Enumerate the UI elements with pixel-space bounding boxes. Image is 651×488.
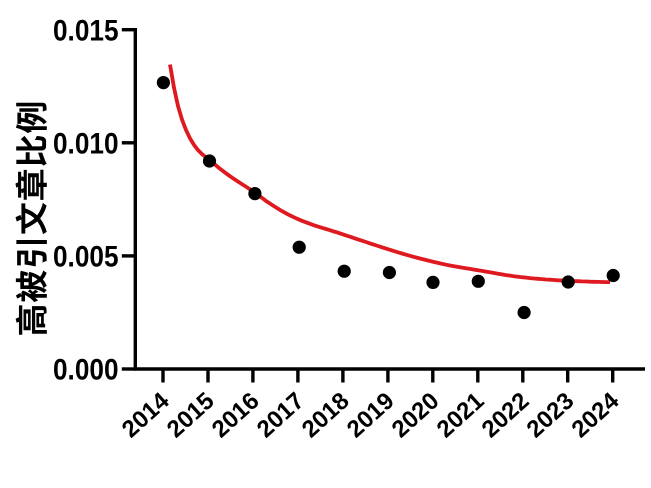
svg-text:2024: 2024 [567, 387, 625, 443]
svg-text:2015: 2015 [162, 387, 220, 443]
svg-text:2022: 2022 [477, 387, 535, 443]
svg-text:2018: 2018 [297, 387, 355, 443]
svg-text:2020: 2020 [387, 387, 445, 443]
svg-text:2014: 2014 [117, 387, 175, 443]
svg-text:2017: 2017 [252, 387, 310, 443]
svg-text:0.010: 0.010 [53, 128, 119, 161]
svg-text:2023: 2023 [522, 387, 580, 443]
svg-text:2021: 2021 [432, 387, 490, 443]
svg-text:0.015: 0.015 [53, 14, 119, 47]
svg-text:0.005: 0.005 [53, 241, 119, 274]
svg-text:2016: 2016 [207, 387, 265, 443]
svg-text:0.000: 0.000 [53, 354, 119, 387]
svg-text:2019: 2019 [342, 387, 400, 443]
